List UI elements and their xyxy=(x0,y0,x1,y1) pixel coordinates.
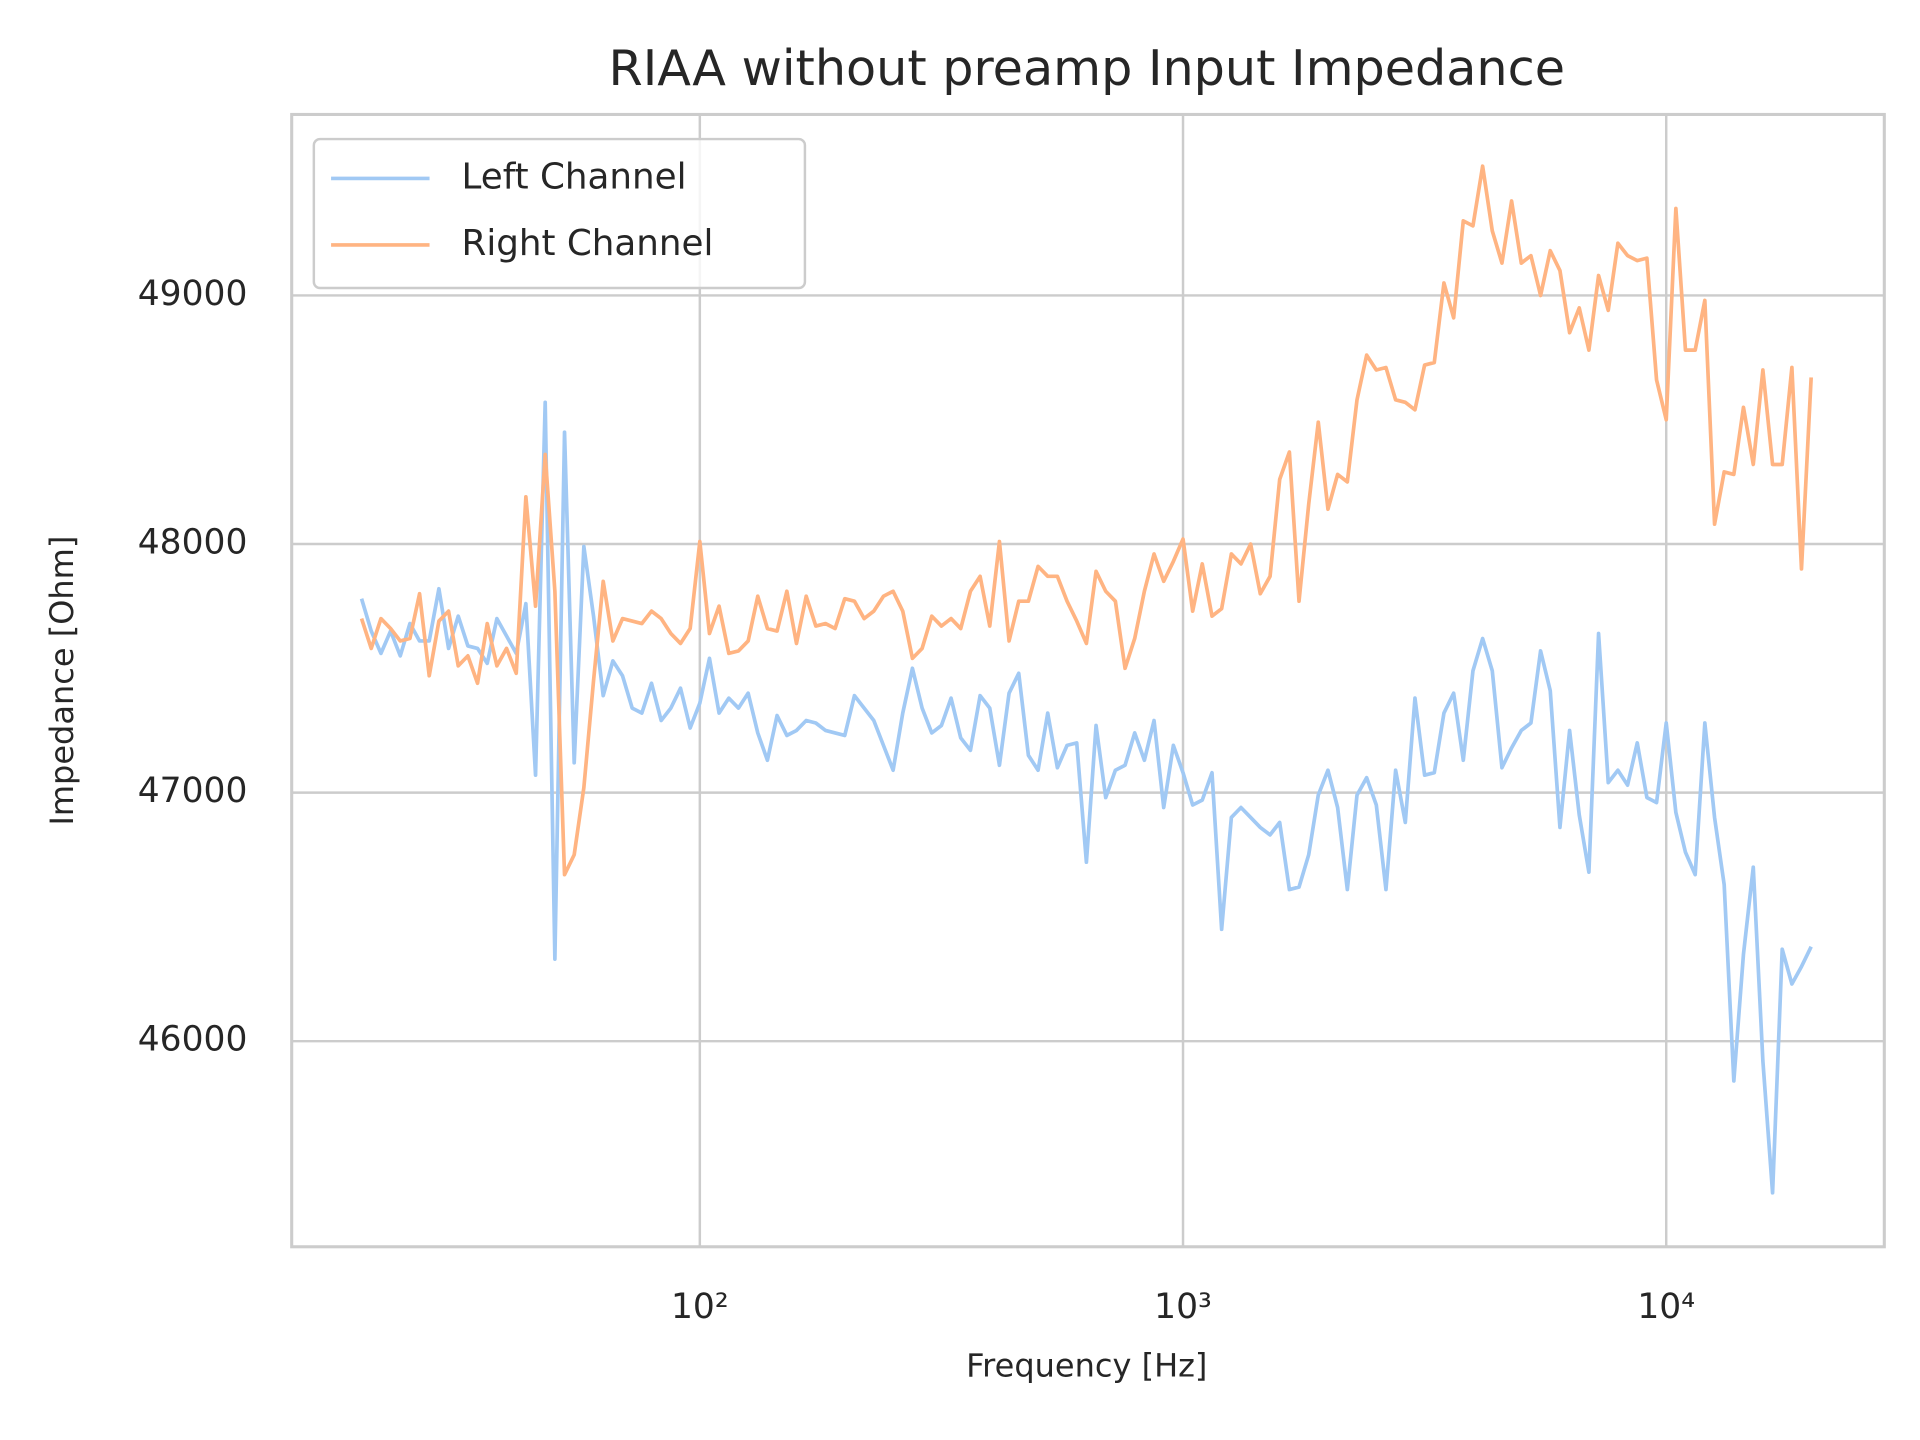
y-tick-label: 46000 xyxy=(138,1020,248,1060)
legend-label: Right Channel xyxy=(462,223,714,264)
legend: Left Channel Right Channel xyxy=(312,137,807,290)
legend-label: Left Channel xyxy=(462,156,687,197)
ticks: 46000 47000 48000 49000 10² 10³ 10⁴ xyxy=(138,274,1695,1327)
data-line xyxy=(359,400,1813,1195)
x-tick-label: 10² xyxy=(671,1287,729,1327)
data-line xyxy=(359,164,1814,877)
y-axis-label: Impedance [Ohm] xyxy=(43,536,81,826)
y-tick-label: 48000 xyxy=(138,523,248,563)
legend-box xyxy=(312,137,807,290)
x-tick-label: 10⁴ xyxy=(1637,1287,1695,1327)
plot-lines xyxy=(359,164,1814,1195)
x-axis-label: Frequency [Hz] xyxy=(966,1346,1207,1384)
y-tick-label: 47000 xyxy=(138,771,248,811)
plot-frame xyxy=(290,112,1886,1249)
chart-title: RIAA without preamp Input Impedance xyxy=(609,39,1565,97)
y-tick-label: 49000 xyxy=(138,274,248,314)
x-tick-label: 10³ xyxy=(1154,1287,1212,1327)
